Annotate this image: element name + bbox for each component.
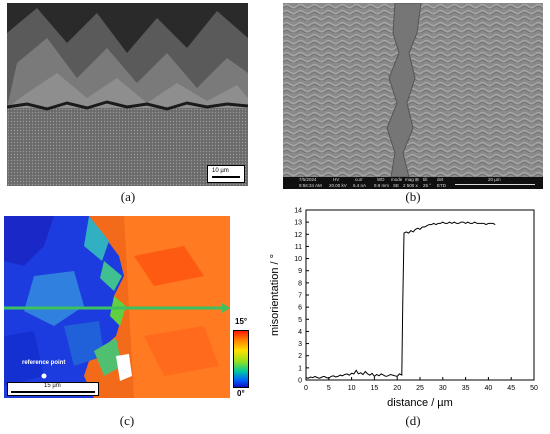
sem-info-mode: SE (393, 183, 400, 188)
sem-info-scale-bar (455, 184, 535, 185)
y-tick-label: 10 (294, 256, 302, 263)
sem-info-tilt-header: tilt (423, 177, 428, 182)
legend-min-label: 0° (237, 389, 245, 398)
sem-info-wd: 9.9 mm (374, 183, 390, 188)
x-tick-label: 15 (371, 385, 379, 392)
sem-info-hv-header: HV (333, 177, 340, 182)
x-tick-label: 40 (485, 385, 493, 392)
y-tick-label: 9 (298, 268, 302, 275)
sem-info-mag: 2 500 x (403, 183, 418, 188)
y-tick-label: 5 (298, 317, 302, 324)
chart-series-line (305, 221, 496, 379)
y-tick-label: 11 (295, 244, 302, 251)
x-tick-label: 30 (439, 385, 447, 392)
sem-image-b-graphic (283, 3, 543, 178)
x-tick-label: 5 (327, 385, 331, 392)
misorientation-color-legend (233, 330, 249, 388)
sem-image-a: 10 µm (7, 3, 248, 186)
sem-info-det: ETD (437, 183, 446, 188)
sem-info-hv: 20.00 kV (329, 183, 347, 188)
y-tick-label: 8 (298, 280, 302, 287)
reference-point-label: reference point (22, 360, 66, 366)
sem-info-mode-header: mode (391, 177, 403, 182)
y-tick-label: 1 (298, 365, 302, 372)
sem-image-b: 7/5/2024 9:56:34 AM HV 20.00 kV curr 6.4… (283, 3, 543, 189)
x-tick-label: 35 (462, 385, 470, 392)
chart-x-axis-label: distance / µm (387, 397, 453, 409)
caption-a: (a) (120, 189, 136, 204)
y-tick-label: 2 (298, 353, 302, 360)
ebsd-map: reference point 15 µm (4, 216, 230, 398)
caption-c: (c) (119, 413, 135, 428)
misorientation-chart: 0 5 10 15 20 25 30 35 40 45 5001234567891011121314… (269, 208, 538, 410)
sem-info-curr: 6.4 nA (353, 183, 367, 188)
chart-frame (305, 209, 535, 381)
y-tick-label: 14 (294, 208, 302, 215)
x-tick-label: 25 (416, 385, 424, 392)
x-tick-label: 0 (304, 385, 308, 392)
y-tick-label: 0 (298, 378, 302, 385)
legend-max-label: 15° (235, 317, 248, 326)
sem-info-scale: 20 µm (488, 177, 501, 182)
sem-info-mag-header: mag ⊞ (405, 177, 419, 182)
scale-bar-a: 10 µm (207, 165, 245, 183)
y-tick-label: 13 (294, 220, 302, 227)
ebsd-scale-bar-label: 15 µm (44, 383, 61, 389)
sem-info-wd-header: WD (377, 177, 385, 182)
x-tick-label: 45 (507, 385, 515, 392)
scale-bar-a-label: 10 µm (212, 168, 229, 174)
sem-info-bar: 7/5/2024 9:56:34 AM HV 20.00 kV curr 6.4… (283, 177, 543, 189)
sem-image-a-graphic (7, 3, 248, 186)
ebsd-map-graphic (4, 216, 230, 398)
y-tick-label: 12 (294, 232, 302, 239)
y-tick-label: 4 (298, 329, 302, 336)
y-tick-label: 3 (298, 341, 302, 348)
sem-info-time: 9:56:34 AM (299, 183, 322, 188)
y-tick-label: 7 (298, 293, 302, 300)
sem-info-det-header: det (437, 177, 444, 182)
chart-y-axis-label: misorientation / ° (269, 254, 281, 336)
x-tick-label: 20 (393, 385, 401, 392)
sem-info-date: 7/5/2024 (299, 177, 317, 182)
y-tick-label: 6 (298, 305, 302, 312)
caption-d: (d) (405, 413, 421, 428)
x-tick-label: 50 (530, 385, 538, 392)
sem-info-tilt: 25 ° (423, 183, 432, 188)
sem-info-curr-header: curr (355, 177, 363, 182)
caption-b: (b) (405, 189, 421, 204)
ebsd-scale-bar: 15 µm (7, 382, 99, 396)
x-tick-label: 10 (348, 385, 356, 392)
